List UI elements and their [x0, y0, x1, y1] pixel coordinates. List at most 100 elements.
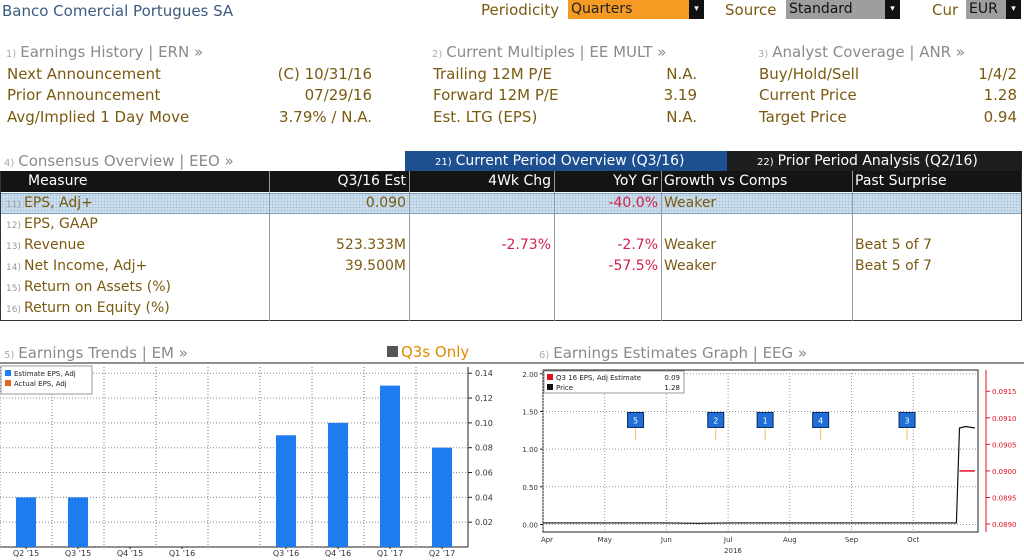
past-surprise-cell — [855, 214, 1015, 235]
growth-vs-comps-cell: Weaker — [664, 237, 717, 253]
measure-label: Revenue — [23, 237, 85, 253]
periodicity-dropdown[interactable]: Quarters — [568, 0, 689, 19]
row-number: 12) — [6, 221, 21, 231]
legend-box — [543, 370, 685, 394]
four-week-change-cell — [410, 298, 551, 319]
target-price-value: 0.94 — [983, 108, 1017, 126]
consensus-overview-link[interactable]: 4) Consensus Overview | EEO » — [4, 152, 234, 170]
estimate-cell — [270, 277, 406, 298]
bar-estimate-eps — [328, 422, 348, 547]
prior-announcement-label: Prior Announcement — [7, 86, 161, 104]
estimate-cell: 0.090 — [365, 195, 406, 211]
prior-announcement-value: 07/29/16 — [304, 86, 372, 104]
legend-value: 0.09 — [664, 374, 680, 382]
legend-label: Actual EPS, Adj — [14, 380, 67, 388]
growth-vs-comps-cell — [664, 298, 849, 319]
x-tick-label: Q4 '15 — [117, 549, 143, 558]
col-header-4wk-chg[interactable]: 4Wk Chg — [410, 171, 551, 192]
estimate-cell — [270, 298, 406, 319]
tab-current-period[interactable]: 21) Current Period Overview (Q3/16) — [405, 151, 727, 171]
col-header-growth-vs-comps[interactable]: Growth vs Comps — [664, 171, 849, 192]
chevron-down-icon[interactable]: ▾ — [689, 0, 704, 19]
yoy-growth-cell — [555, 214, 658, 235]
left-y-tick-label: 1.00 — [522, 446, 538, 454]
four-week-change-cell — [410, 256, 551, 277]
y-tick-label: 0.12 — [475, 394, 493, 403]
row-number: 16) — [6, 305, 21, 315]
tab-prior-period[interactable]: 22) Prior Period Analysis (Q2/16) — [727, 151, 1022, 171]
column-divider — [409, 171, 410, 321]
x-tick-label: Q2 '15 — [13, 549, 39, 558]
legend-label: Q3 16 EPS, Adj Estimate — [556, 374, 641, 382]
earnings-trends-link[interactable]: 5) Earnings Trends | EM » — [4, 344, 188, 362]
y-tick-label: 0.10 — [475, 419, 493, 428]
past-surprise-cell: Beat 5 of 7 — [855, 258, 932, 274]
measure-cell[interactable]: 15) Return on Assets (%) — [6, 277, 266, 298]
x-month-label: Apr — [541, 536, 553, 544]
measure-cell[interactable]: 14) Net Income, Adj+ — [6, 256, 266, 277]
bar-estimate-eps — [432, 447, 452, 547]
measure-label: EPS, GAAP — [23, 216, 98, 232]
col-header-estimate[interactable]: Q3/16 Est — [270, 171, 406, 192]
x-tick-label: Q3 '15 — [65, 549, 91, 558]
four-week-change-cell — [410, 193, 551, 214]
y-tick-label: 0.02 — [475, 518, 493, 527]
measure-cell[interactable]: 13) Revenue — [6, 235, 266, 256]
next-announcement-value: (C) 10/31/16 — [277, 65, 372, 83]
x-tick-label: Q1 '17 — [377, 549, 403, 558]
legend-label: Price — [556, 384, 573, 392]
left-y-tick-label: 0.50 — [522, 484, 538, 492]
bar-estimate-eps — [380, 385, 400, 547]
right-y-tick-label: 0.0915 — [992, 388, 1017, 396]
source-dropdown[interactable]: Standard — [786, 0, 885, 19]
bar-estimate-eps — [68, 497, 88, 547]
earnings-estimates-link[interactable]: 6) Earnings Estimates Graph | EEG » — [539, 344, 808, 362]
trailing-pe-label: Trailing 12M P/E — [433, 65, 552, 83]
event-marker-label: 3 — [904, 416, 909, 425]
four-week-change-cell — [410, 277, 551, 298]
right-y-tick-label: 0.0910 — [992, 415, 1017, 423]
current-multiples-link[interactable]: 2) Current Multiples | EE MULT » — [432, 43, 667, 61]
row-number: 14) — [6, 263, 21, 273]
x-tick-label: Q3 '16 — [273, 549, 299, 558]
growth-vs-comps-cell — [664, 214, 849, 235]
left-y-tick-label: 0.00 — [522, 521, 538, 529]
chevron-down-icon[interactable]: ▾ — [1006, 0, 1021, 19]
avg-move-value: 3.79% / N.A. — [279, 108, 372, 126]
four-week-change-cell: -2.73% — [501, 237, 551, 253]
event-marker — [898, 411, 916, 428]
event-marker — [707, 411, 725, 428]
current-price-label: Current Price — [759, 86, 857, 104]
y-tick-label: 0.04 — [475, 493, 493, 502]
y-tick-label: 0.08 — [475, 444, 493, 453]
current-price-value: 1.28 — [983, 86, 1017, 104]
measure-cell[interactable]: 16) Return on Equity (%) — [6, 298, 266, 319]
growth-vs-comps-cell — [664, 277, 849, 298]
col-header-past-surprise[interactable]: Past Surprise — [855, 171, 1015, 192]
event-marker — [756, 411, 774, 428]
col-header-yoy[interactable]: YoY Gr — [555, 171, 658, 192]
past-surprise-cell — [855, 298, 1015, 319]
next-announcement-label: Next Announcement — [7, 65, 161, 83]
x-tick-label: Q4 '16 — [325, 549, 351, 558]
col-header-measure[interactable]: Measure — [28, 171, 268, 192]
right-y-tick-label: 0.0895 — [992, 494, 1017, 502]
measure-cell[interactable]: 11) EPS, Adj+ — [6, 193, 266, 214]
row-number: 13) — [6, 242, 21, 252]
estimate-cell: 523.333M — [336, 237, 406, 253]
y-tick-label: 0.14 — [475, 369, 493, 378]
event-marker-label: 2 — [713, 416, 718, 425]
earnings-history-link[interactable]: 1) Earnings History | ERN » — [6, 43, 204, 61]
x-month-label: Oct — [907, 536, 919, 544]
right-y-tick-label: 0.0890 — [992, 521, 1017, 529]
header-bar: Banco Comercial Portugues SA Periodicity… — [0, 0, 1024, 22]
legend-box — [0, 365, 93, 395]
chevron-down-icon[interactable]: ▾ — [885, 0, 900, 19]
checkbox-icon[interactable] — [387, 346, 398, 357]
analyst-coverage-link[interactable]: 3) Analyst Coverage | ANR » — [758, 43, 966, 61]
currency-dropdown[interactable]: EUR — [966, 0, 1006, 19]
measure-cell[interactable]: 12) EPS, GAAP — [6, 214, 266, 235]
x-year-label: 2016 — [724, 547, 742, 555]
trailing-pe-value: N.A. — [666, 65, 697, 83]
q3s-only-toggle[interactable]: Q3s Only — [401, 343, 470, 361]
